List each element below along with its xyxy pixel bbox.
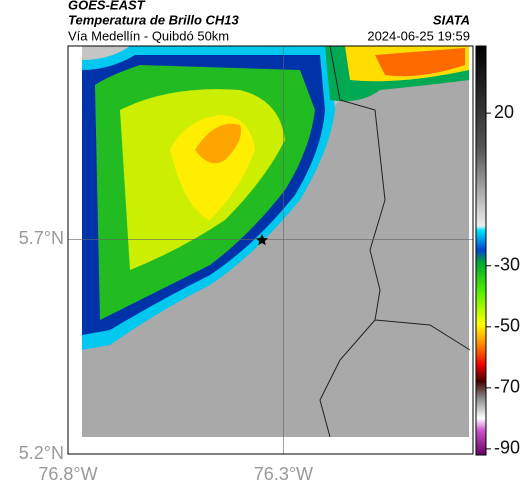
title: Temperatura de Brillo CH13	[68, 12, 240, 27]
location-star	[256, 234, 268, 246]
colorbar-tick-label: -90	[494, 438, 520, 458]
colorbar-tick-label: -30	[494, 255, 520, 275]
colorbar	[475, 45, 487, 456]
x-tick-label: 76.8°W	[38, 464, 97, 484]
imagery	[82, 45, 471, 438]
x-tick-label: 76.3°W	[254, 464, 313, 484]
colorbar-tick-label: -70	[494, 377, 520, 397]
location: Vía Medellín - Quibdó 50km	[68, 28, 229, 43]
y-tick-label: 5.7°N	[19, 228, 64, 248]
map-frame	[67, 45, 474, 455]
y-tick-label: 5.2°N	[19, 443, 64, 463]
colorbar-tick-label: -50	[494, 316, 520, 336]
right-title: SIATA	[433, 12, 470, 27]
source: GOES-EAST	[68, 0, 146, 12]
datetime: 2024-06-25 19:59	[367, 28, 470, 43]
colorbar-tick-label: 20	[494, 102, 514, 122]
